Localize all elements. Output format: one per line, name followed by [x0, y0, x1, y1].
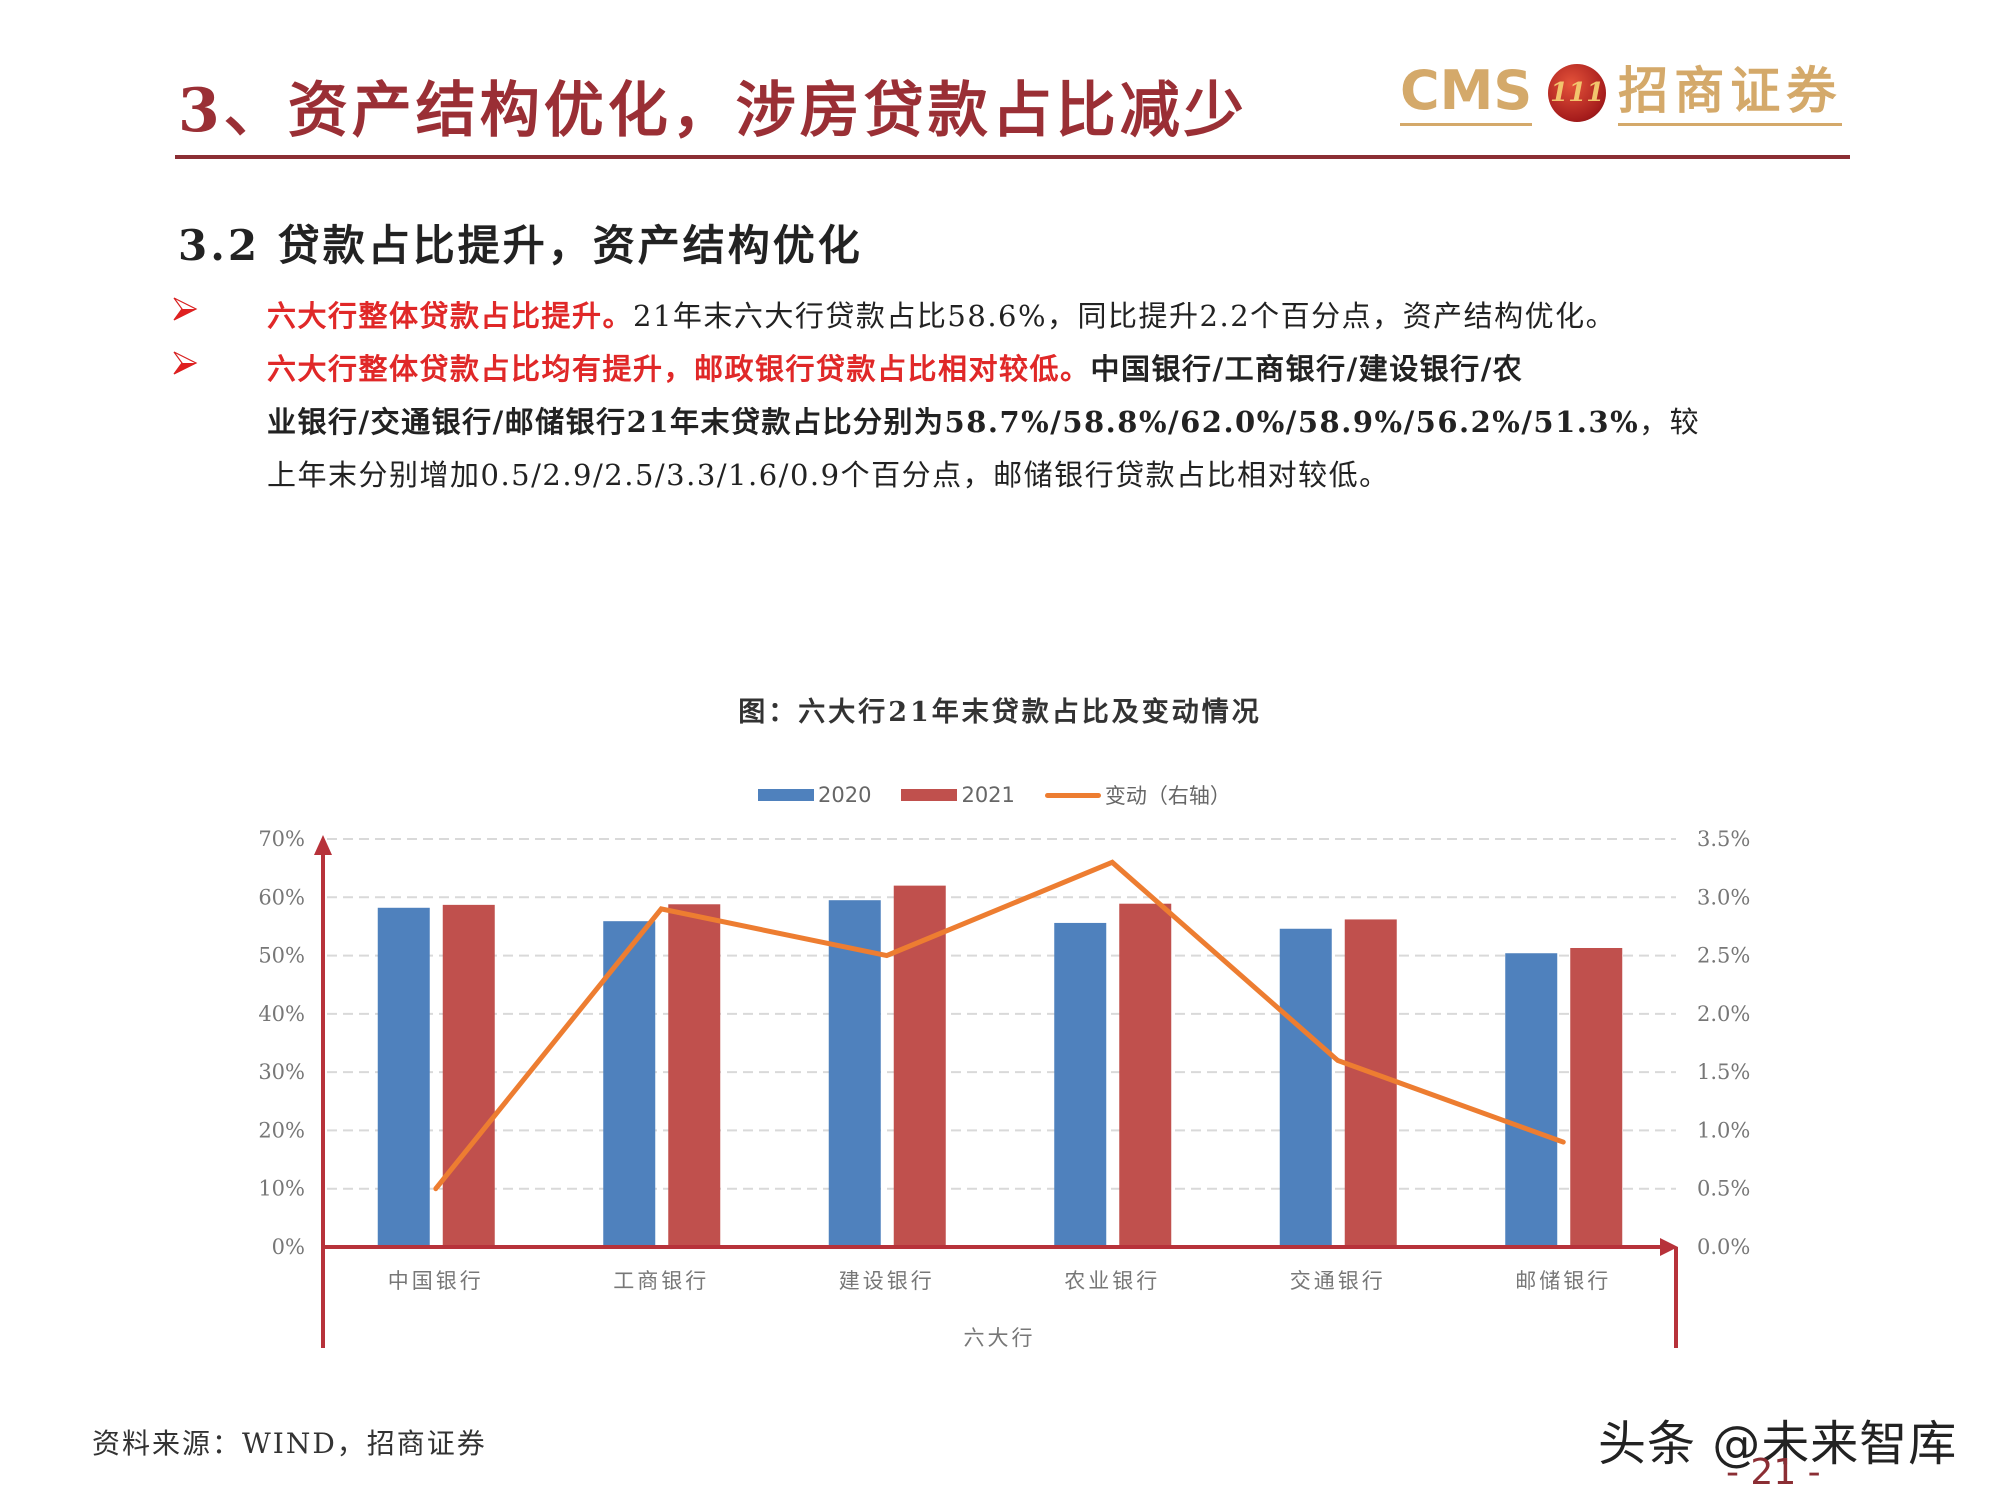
y-axis-tick-label: 30% [258, 1060, 305, 1084]
y-axis-tick-label: 40% [258, 1002, 305, 1026]
bullet-2-line-3: 上年末分别增加0.5/2.9/2.5/3.3/1.6/0.9个百分点，邮储银行贷… [267, 458, 1390, 492]
bar-2021 [1119, 903, 1172, 1247]
y-axis-tick-label: 20% [258, 1118, 305, 1142]
bar-2020 [1054, 922, 1107, 1247]
x-axis-category-label: 交通银行 [1290, 1269, 1386, 1293]
y-axis-tick-label: 10% [258, 1177, 305, 1201]
x-axis-category-label: 工商银行 [613, 1269, 709, 1293]
y-axis-tick-label: 50% [258, 944, 305, 968]
y2-axis-tick-label: 2.5% [1697, 944, 1750, 968]
y2-axis-tick-label: 3.0% [1697, 885, 1750, 909]
bullet-2-line-1: 六大行整体贷款占比均有提升，邮政银行贷款占比相对较低。中国银行/工商银行/建设银… [267, 343, 1523, 396]
title-divider [175, 155, 1850, 159]
bar-2021 [442, 904, 495, 1247]
bar-2021 [1344, 919, 1397, 1247]
bullet-2-bold-1: 中国银行/工商银行/建设银行/农 [1090, 352, 1524, 386]
chart-title: 图：六大行21年末贷款占比及变动情况 [738, 697, 1262, 728]
y-axis-tick-label: 70% [258, 827, 305, 851]
bar-2020 [377, 907, 430, 1247]
bullet-arrow-icon [173, 351, 198, 375]
bar-2021 [1570, 947, 1623, 1247]
bar-2020 [1279, 928, 1332, 1247]
bar-2020 [603, 921, 656, 1247]
x-axis-category-label: 中国银行 [388, 1269, 484, 1293]
legend-item-2021: 2021 [901, 783, 1015, 807]
x-axis-category-label: 农业银行 [1064, 1269, 1160, 1293]
page-title: 3、资产结构优化，涉房贷款占比减少 [178, 76, 1248, 146]
x-axis-category-label: 建设银行 [839, 1269, 935, 1293]
bullet-1-text: 21年末六大行贷款占比58.6%，同比提升2.2个百分点，资产结构优化。 [633, 299, 1617, 333]
chart-legend: 2020 2021 变动（右轴） [758, 780, 1261, 810]
x-axis-arrow-icon [1660, 1238, 1678, 1256]
watermark: 头条 @未来智库 [1598, 1416, 1958, 1472]
bullet-2-line-2: 业银行/交通银行/邮储银行21年末贷款占比分别为58.7%/58.8%/62.0… [267, 396, 1700, 449]
legend-item-2020: 2020 [758, 783, 871, 807]
y2-axis-tick-label: 2.0% [1697, 1002, 1750, 1026]
bullet-1-highlight: 六大行整体贷款占比提升。 [267, 299, 634, 333]
legend-swatch-2021 [901, 789, 958, 801]
x-axis-category-label: 邮储银行 [1515, 1269, 1611, 1293]
source-note: 资料来源：WIND，招商证券 [92, 1427, 487, 1460]
legend-label-change: 变动（右轴） [1104, 784, 1231, 808]
change-line [433, 859, 1566, 1192]
bullet-2-highlight: 六大行整体贷款占比均有提升，邮政银行贷款占比相对较低。 [267, 352, 1091, 386]
bar-2021 [668, 904, 721, 1247]
bar-2020 [1505, 953, 1558, 1247]
bullet-2-bold-2: 业银行/交通银行/邮储银行21年末贷款占比分别为58.7%/58.8%/62.0… [267, 405, 1640, 439]
bullet-2-tail: ，较 [1639, 405, 1701, 439]
y2-axis-tick-label: 1.5% [1697, 1060, 1750, 1084]
y-axis-arrow-icon [314, 835, 332, 855]
bullet-arrow-icon [173, 297, 198, 321]
cms-logo: CMS 111 招商证券 [1400, 58, 1843, 128]
logo-cms-text: CMS [1400, 60, 1533, 126]
y2-axis-tick-label: 1.0% [1697, 1118, 1750, 1142]
bar-2020 [828, 900, 881, 1247]
bullet-1: 六大行整体贷款占比提升。21年末六大行贷款占比58.6%，同比提升2.2个百分点… [267, 290, 1616, 343]
page-number: - 21 - [1726, 1452, 1821, 1493]
logo-cn-text: 招商证券 [1618, 61, 1843, 126]
section-subtitle: 3.2 贷款占比提升，资产结构优化 [178, 221, 863, 270]
legend-label-2021: 2021 [961, 783, 1015, 807]
y-axis-tick-label: 60% [258, 885, 305, 909]
y-axis-tick-label: 0% [272, 1235, 305, 1259]
legend-item-change: 变动（右轴） [1044, 780, 1231, 810]
y2-axis-tick-label: 0.5% [1697, 1177, 1750, 1201]
legend-swatch-change [1044, 792, 1101, 798]
legend-label-2020: 2020 [818, 783, 872, 807]
logo-emblem-icon: 111 [1548, 64, 1607, 122]
legend-swatch-2020 [758, 789, 814, 801]
y2-axis-tick-label: 0.0% [1697, 1235, 1750, 1259]
y2-axis-tick-label: 3.5% [1697, 827, 1750, 851]
x-axis-title: 六大行 [964, 1326, 1036, 1350]
bar-2021 [893, 885, 946, 1247]
